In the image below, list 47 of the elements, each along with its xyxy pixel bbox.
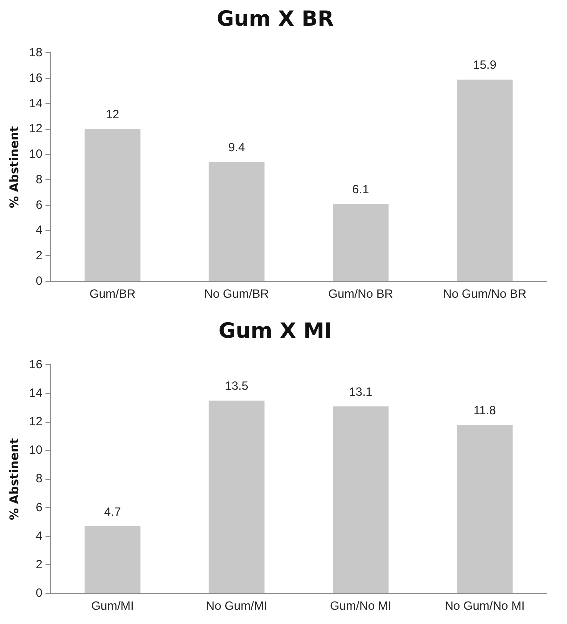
y-tick-label: 8 (36, 172, 44, 186)
y-tick-label: 12 (29, 122, 44, 136)
bar (332, 406, 389, 594)
y-tick-label: 6 (36, 500, 44, 514)
y-tick-label: 10 (29, 443, 44, 458)
bar (208, 400, 265, 594)
data-label: 6.1 (352, 182, 370, 197)
y-tick-label: 0 (36, 586, 44, 600)
y-tick-label: 14 (29, 96, 44, 110)
data-label: 11.8 (474, 403, 497, 418)
data-label: 13.1 (349, 384, 373, 399)
x-tick-label: No Gum/No BR (443, 287, 527, 302)
bar (457, 425, 513, 594)
bar (84, 129, 141, 282)
y-tick-label: 16 (29, 358, 44, 372)
x-tick-label: Gum/BR (90, 287, 136, 302)
y-tick-label: 12 (29, 414, 44, 429)
x-tick-label: No Gum/BR (204, 287, 270, 302)
y-tick-label: 4 (36, 528, 44, 543)
x-tick-label: No Gum/No MI (444, 599, 525, 614)
y-tick-label: 0 (36, 274, 44, 288)
bar (332, 204, 389, 282)
y-axis-title: % Abstinent (7, 126, 22, 208)
data-label: 15.9 (473, 58, 497, 72)
y-tick-label: 14 (29, 386, 44, 400)
data-label: 9.4 (228, 140, 246, 155)
y-tick-label: 8 (36, 472, 44, 486)
y-axis-title: % Abstinent (7, 438, 22, 520)
y-tick-label: 2 (36, 248, 44, 263)
bar (208, 162, 265, 282)
data-label: 12 (106, 108, 120, 122)
y-tick-label: 2 (36, 557, 44, 572)
y-tick-label: 10 (29, 147, 44, 162)
chart-title: Gum X MI (218, 319, 332, 344)
y-tick-label: 6 (36, 198, 44, 212)
data-label: 13.5 (225, 379, 249, 394)
x-tick-label: Gum/No MI (330, 599, 392, 614)
y-tick-label: 18 (29, 46, 44, 60)
y-tick-label: 16 (29, 70, 44, 85)
bar (84, 526, 141, 594)
x-tick-label: No Gum/MI (206, 599, 268, 614)
bar (457, 80, 513, 282)
x-tick-label: Gum/No BR (328, 287, 394, 302)
data-label: 4.7 (104, 504, 122, 519)
y-tick-label: 4 (36, 223, 44, 238)
chart-title: Gum X BR (216, 7, 334, 32)
x-tick-label: Gum/MI (91, 599, 134, 614)
